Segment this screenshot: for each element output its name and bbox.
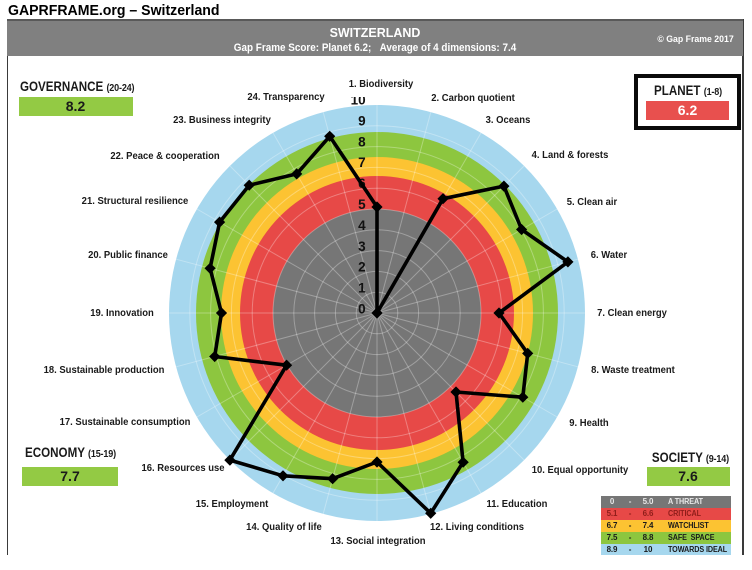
svg-text:3: 3 — [358, 238, 366, 253]
svg-text:4: 4 — [358, 217, 366, 232]
svg-text:2: 2 — [358, 259, 366, 274]
svg-text:1: 1 — [358, 280, 366, 295]
svg-text:0: 0 — [358, 301, 366, 316]
svg-text:7: 7 — [358, 155, 366, 170]
svg-text:10: 10 — [351, 97, 366, 108]
svg-text:8: 8 — [358, 134, 366, 149]
svg-text:5: 5 — [358, 197, 366, 212]
svg-text:9: 9 — [358, 113, 366, 128]
